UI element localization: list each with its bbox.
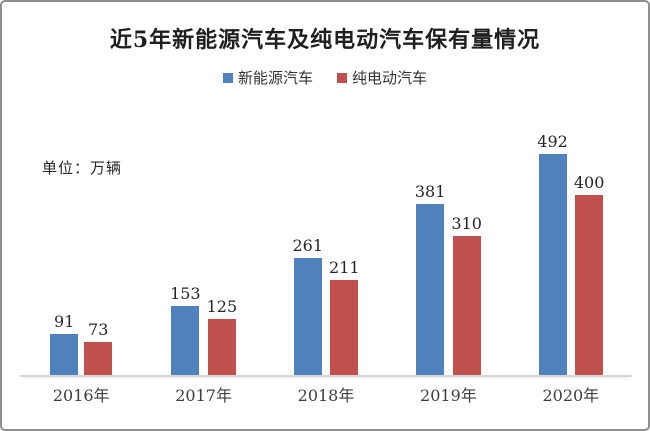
bar-column: 91 [50, 312, 79, 375]
value-label: 261 [292, 236, 324, 255]
bar-group: 91 73 2016年 [20, 123, 142, 404]
bar-column: 153 [170, 286, 201, 375]
bar-pure-electric [330, 280, 359, 375]
plot-area: 91 73 2016年 153 125 2017年 261 211 2018年 381 310 201… [20, 123, 632, 404]
legend-label-pure-electric: 纯电动汽车 [352, 69, 428, 87]
bar-column: 492 [537, 134, 568, 375]
bar-pure-electric [575, 195, 604, 375]
bar-group: 153 125 2017年 [142, 123, 264, 404]
category-label: 2017年 [175, 386, 232, 405]
bar-pure-electric [452, 236, 481, 375]
bar-column: 73 [84, 320, 113, 375]
bar-column: 261 [292, 238, 323, 375]
bar-group: 261 211 2018年 [265, 123, 387, 404]
value-label: 381 [414, 182, 446, 201]
category-label: 2016年 [52, 386, 110, 405]
bar-new-energy [171, 306, 200, 375]
value-label: 73 [88, 320, 109, 339]
legend-swatch-red-icon [337, 72, 347, 83]
legend-swatch-blue-icon [222, 72, 233, 83]
bar-group: 381 310 2019年 [387, 123, 509, 404]
bar-column: 310 [451, 216, 482, 375]
legend-item-new-energy: 新能源汽车 [222, 67, 313, 88]
bar-column: 381 [414, 182, 446, 375]
bar-new-energy [293, 258, 322, 375]
category-label: 2020年 [542, 386, 600, 405]
legend: 新能源汽车 纯电动汽车 [2, 67, 648, 88]
bar-pure-electric [84, 342, 113, 375]
bar-group: 492 400 2020年 [510, 123, 632, 404]
value-label: 400 [573, 173, 605, 192]
category-label: 2019年 [420, 386, 477, 405]
value-label: 211 [329, 258, 360, 277]
category-label: 2018年 [297, 386, 355, 405]
value-label: 492 [537, 132, 568, 151]
value-label: 91 [54, 312, 75, 331]
value-label: 310 [451, 214, 482, 233]
bar-pure-electric [207, 319, 236, 375]
bar-new-energy [416, 204, 445, 375]
value-label: 125 [206, 297, 238, 316]
chart-title: 近5年新能源汽车及纯电动汽车保有量情况 [109, 27, 541, 53]
legend-item-pure-electric: 纯电动汽车 [337, 67, 427, 88]
unit-label: 单位：万辆 [42, 159, 123, 177]
value-label: 153 [170, 284, 201, 303]
legend-label-new-energy: 新能源汽车 [237, 69, 313, 87]
bar-column: 211 [329, 260, 360, 375]
bar-new-energy [50, 334, 79, 375]
bar-new-energy [538, 154, 567, 375]
bar-column: 400 [573, 173, 605, 375]
bar-column: 125 [206, 297, 238, 375]
